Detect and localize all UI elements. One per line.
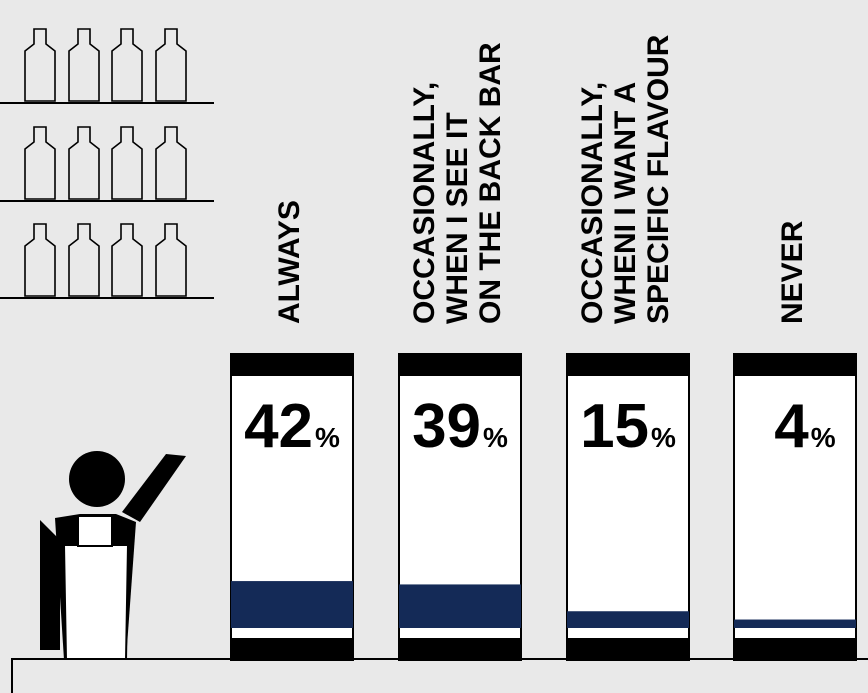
bar (231, 581, 353, 628)
bottle-icon (24, 28, 56, 102)
bar-group: 39% OCCASIONALLY,WHEN I SEE ITON THE BACK… (398, 42, 522, 661)
bottle-icon (111, 223, 143, 297)
bottle-shelf-icon (0, 28, 214, 299)
bar-counter (11, 658, 868, 693)
bottle-icon (111, 126, 143, 200)
bottle-icon (24, 223, 56, 297)
chart-area: 42% ALWAYS 39% OCCASIONALLY,WHEN I SEE ITON… (230, 34, 857, 661)
bottle-icon (111, 28, 143, 102)
category-label: OCCASIONALLY,WHENI I WANT ASPECIFIC FLAV… (576, 34, 675, 324)
glass-top-band (567, 354, 689, 376)
value-label: 4% (774, 392, 835, 461)
value-label: 39% (412, 392, 508, 461)
category-label: ALWAYS (273, 200, 306, 324)
bottle-icon (155, 28, 187, 102)
glass-outline (566, 353, 690, 661)
bar (567, 611, 689, 628)
glass-top-band (734, 354, 856, 376)
glass-top-band (399, 354, 521, 376)
glass-base-band (231, 638, 353, 660)
bottle-icon (68, 126, 100, 200)
glass-base-band (734, 638, 856, 660)
glass-base-band (567, 638, 689, 660)
bottle-icon (68, 223, 100, 297)
bar-group: 4% NEVER (733, 220, 857, 661)
bottle-icon (155, 223, 187, 297)
value-label: 42% (244, 392, 340, 461)
bar-group: 15% OCCASIONALLY,WHENI I WANT ASPECIFIC F… (566, 34, 690, 661)
category-label: OCCASIONALLY,WHEN I SEE ITON THE BACK BA… (408, 42, 507, 324)
bar-group: 42% ALWAYS (230, 200, 354, 661)
bottle-icon (155, 126, 187, 200)
category-label: NEVER (776, 220, 809, 324)
bar (399, 584, 521, 628)
bottle-icon (68, 28, 100, 102)
value-label: 15% (580, 392, 676, 461)
bartender-icon (40, 451, 186, 661)
bar (734, 619, 856, 628)
bottle-icon (24, 126, 56, 200)
glass-base-band (399, 638, 521, 660)
glass-top-band (231, 354, 353, 376)
